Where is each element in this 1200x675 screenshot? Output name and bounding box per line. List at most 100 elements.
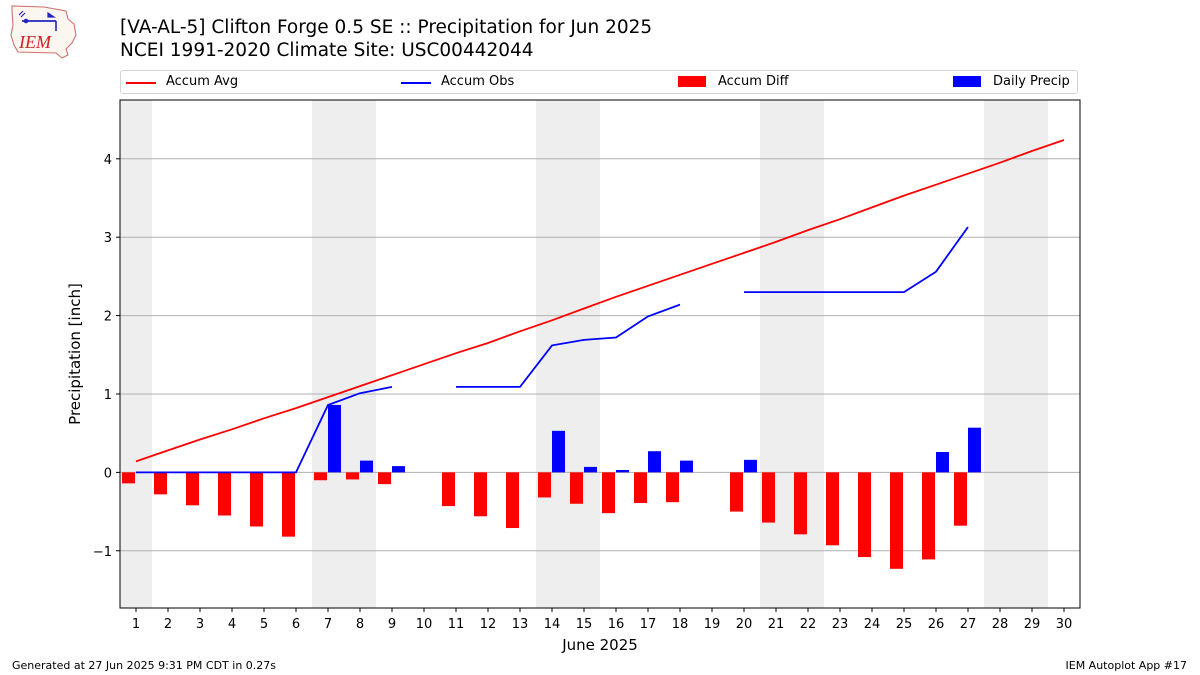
bar-daily-precip-day-8 <box>360 460 373 473</box>
bar-daily-precip-day-16 <box>616 470 629 473</box>
weekend-shading <box>120 100 1048 608</box>
x-tick-label: 28 <box>992 617 1009 632</box>
x-tick-label: 22 <box>800 617 817 632</box>
x-tick-label: 25 <box>896 617 913 632</box>
bar-accum-diff-day-23 <box>826 472 839 546</box>
x-tick-label: 1 <box>132 617 140 632</box>
legend-swatch-accum-diff <box>678 76 706 87</box>
line-accum-obs-segment-2 <box>744 226 969 294</box>
x-tick-label: 10 <box>416 617 433 632</box>
bar-accum-diff-day-11 <box>442 472 455 507</box>
legend-swatch-accum-avg <box>126 82 156 84</box>
bar-accum-diff-day-2 <box>154 472 167 495</box>
x-tick-label: 27 <box>960 617 977 632</box>
bar-daily-precip-day-9 <box>392 466 405 473</box>
bar-accum-diff-day-9 <box>378 472 391 485</box>
footer-app: IEM Autoplot App #17 <box>1065 659 1188 672</box>
bar-accum-diff-day-25 <box>890 472 903 569</box>
plot-frame <box>119 99 1081 609</box>
line-accum-avg-segment-0 <box>135 139 1065 463</box>
bar-daily-precip-day-27 <box>968 427 981 473</box>
x-axis-label: June 2025 <box>561 636 638 654</box>
y-tick-label: −1 <box>93 545 112 560</box>
bar-accum-diff-day-8 <box>346 472 359 480</box>
bar-daily-precip-day-18 <box>680 460 693 473</box>
legend-label-accum-obs: Accum Obs <box>441 74 515 89</box>
x-tick-label: 15 <box>576 617 593 632</box>
bar-accum-diff-day-26 <box>922 472 935 560</box>
x-tick-label: 6 <box>292 617 300 632</box>
series-lines <box>135 139 1065 474</box>
bar-accum-diff-day-13 <box>506 472 519 529</box>
legend-label-accum-avg: Accum Avg <box>166 74 239 89</box>
y-axis-label: Precipitation [inch] <box>66 283 84 425</box>
weekend-band-1 <box>312 100 376 608</box>
bar-accum-diff-day-12 <box>474 472 487 517</box>
line-accum-obs-segment-1 <box>456 303 681 388</box>
line-accum-obs-segment-0 <box>136 386 393 474</box>
bars <box>122 404 981 569</box>
x-tick-label: 8 <box>356 617 364 632</box>
logo-text: IEM <box>18 32 52 52</box>
weekend-band-4 <box>984 100 1048 608</box>
x-tick-label: 20 <box>736 617 753 632</box>
weekend-band-3 <box>760 100 824 608</box>
x-tick-label: 12 <box>480 617 497 632</box>
y-tick-label: 1 <box>104 388 112 403</box>
chart-subtitle: NCEI 1991-2020 Climate Site: USC00442044 <box>120 40 534 61</box>
legend-label-daily-precip: Daily Precip <box>993 74 1070 89</box>
bar-accum-diff-day-16 <box>602 472 615 514</box>
bar-accum-diff-day-3 <box>186 472 199 506</box>
iem-logo: IEM <box>10 5 77 59</box>
x-tick-label: 19 <box>704 617 721 632</box>
x-tick-label: 24 <box>864 617 881 632</box>
legend-swatch-daily-precip <box>953 76 981 87</box>
bar-accum-diff-day-21 <box>762 472 775 523</box>
bar-accum-diff-day-14 <box>538 472 551 498</box>
bar-daily-precip-day-26 <box>936 451 949 473</box>
x-tick-label: 18 <box>672 617 689 632</box>
bar-accum-diff-day-27 <box>954 472 967 526</box>
legend-swatch-accum-obs <box>401 82 431 84</box>
x-tick-label: 26 <box>928 617 945 632</box>
x-tick-label: 2 <box>164 617 172 632</box>
bar-daily-precip-day-7 <box>328 404 341 473</box>
x-tick-label: 30 <box>1056 617 1073 632</box>
bar-accum-diff-day-18 <box>666 472 679 503</box>
x-tick-label: 14 <box>544 617 561 632</box>
y-tick-label: 2 <box>104 310 112 325</box>
x-tick-label: 11 <box>448 617 465 632</box>
legend-label-accum-diff: Accum Diff <box>718 74 789 89</box>
chart-title: [VA-AL-5] Clifton Forge 0.5 SE :: Precip… <box>120 17 653 38</box>
bar-daily-precip-day-15 <box>584 466 597 473</box>
bar-daily-precip-day-20 <box>744 459 757 473</box>
bar-daily-precip-day-14 <box>552 430 565 473</box>
footer-generated: Generated at 27 Jun 2025 9:31 PM CDT in … <box>12 659 277 672</box>
weekend-band-0 <box>120 100 152 608</box>
bar-accum-diff-day-24 <box>858 472 871 558</box>
bar-accum-diff-day-17 <box>634 472 647 503</box>
x-tick-label: 21 <box>768 617 785 632</box>
x-tick-label: 4 <box>228 617 236 632</box>
x-tick-label: 29 <box>1024 617 1041 632</box>
bar-daily-precip-day-17 <box>648 451 661 473</box>
bar-accum-diff-day-5 <box>250 472 263 527</box>
grid-lines <box>120 158 1080 552</box>
bar-accum-diff-day-20 <box>730 472 743 512</box>
y-tick-label: 3 <box>104 231 112 246</box>
bar-accum-diff-day-15 <box>570 472 583 504</box>
bar-accum-diff-day-4 <box>218 472 231 516</box>
legend: Accum Avg Accum Obs Accum Diff Daily Pre… <box>120 70 1078 94</box>
y-tick-label: 0 <box>104 466 112 481</box>
x-tick-label: 7 <box>324 617 332 632</box>
bar-accum-diff-day-22 <box>794 472 807 535</box>
weekend-band-2 <box>536 100 600 608</box>
bar-accum-diff-day-6 <box>282 472 295 537</box>
x-tick-label: 17 <box>640 617 657 632</box>
x-tick-label: 3 <box>196 617 204 632</box>
x-tick-label: 9 <box>388 617 396 632</box>
x-tick-label: 23 <box>832 617 849 632</box>
x-tick-label: 16 <box>608 617 625 632</box>
